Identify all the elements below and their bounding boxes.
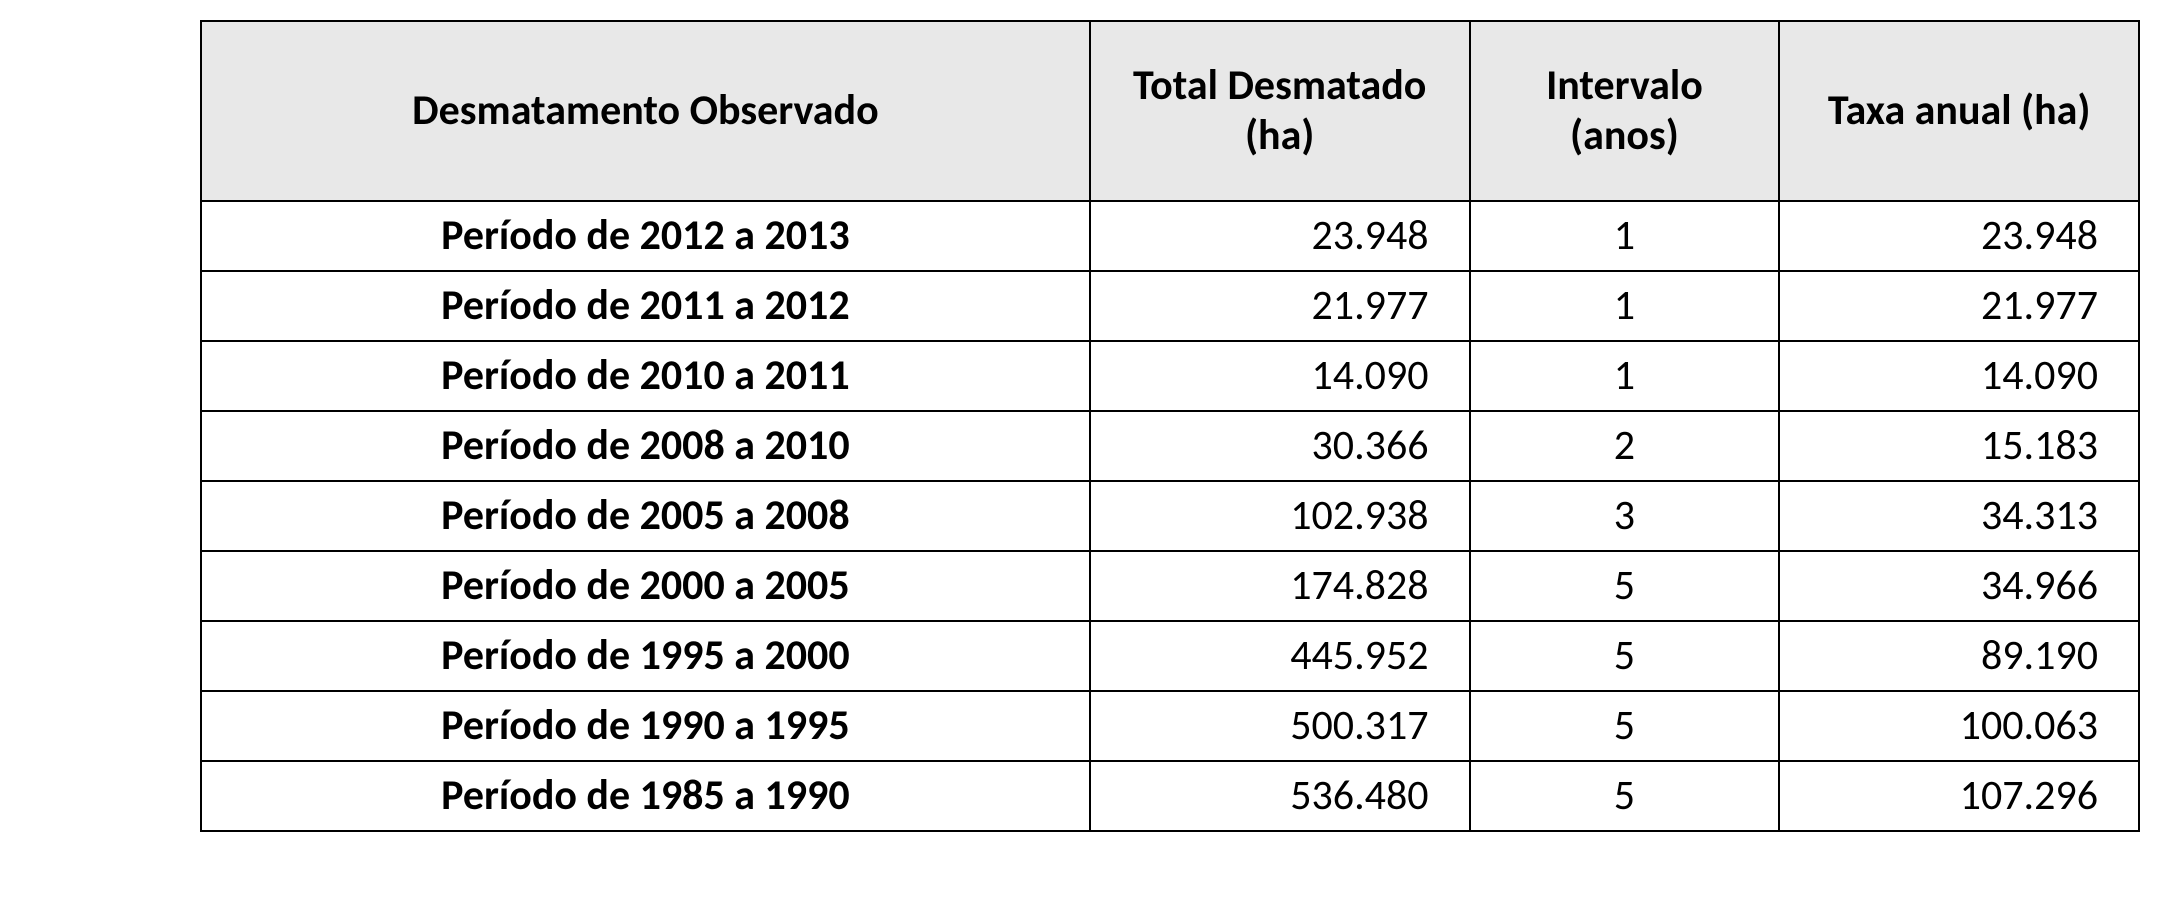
- header-rate: Taxa anual (ha): [1779, 21, 2139, 201]
- cell-rate: 21.977: [1779, 271, 2139, 341]
- cell-interval: 2: [1470, 411, 1780, 481]
- table-row: Período de 2005 a 2008 102.938 3 34.313: [201, 481, 2139, 551]
- cell-period: Período de 2005 a 2008: [201, 481, 1090, 551]
- cell-total: 174.828: [1090, 551, 1470, 621]
- cell-total: 14.090: [1090, 341, 1470, 411]
- cell-interval: 1: [1470, 271, 1780, 341]
- table-body: Período de 2012 a 2013 23.948 1 23.948 P…: [201, 201, 2139, 831]
- cell-rate: 89.190: [1779, 621, 2139, 691]
- table-header: Desmatamento Observado Total Desmatado (…: [201, 21, 2139, 201]
- cell-interval: 5: [1470, 691, 1780, 761]
- cell-rate: 15.183: [1779, 411, 2139, 481]
- cell-period: Período de 2010 a 2011: [201, 341, 1090, 411]
- header-total: Total Desmatado (ha): [1090, 21, 1470, 201]
- cell-total: 21.977: [1090, 271, 1470, 341]
- cell-interval: 5: [1470, 761, 1780, 831]
- cell-interval: 3: [1470, 481, 1780, 551]
- table-row: Período de 1985 a 1990 536.480 5 107.296: [201, 761, 2139, 831]
- cell-total: 102.938: [1090, 481, 1470, 551]
- table-row: Período de 1995 a 2000 445.952 5 89.190: [201, 621, 2139, 691]
- cell-period: Período de 1995 a 2000: [201, 621, 1090, 691]
- table-row: Período de 2012 a 2013 23.948 1 23.948: [201, 201, 2139, 271]
- cell-total: 536.480: [1090, 761, 1470, 831]
- header-period: Desmatamento Observado: [201, 21, 1090, 201]
- deforestation-table: Desmatamento Observado Total Desmatado (…: [200, 20, 2140, 832]
- cell-total: 23.948: [1090, 201, 1470, 271]
- table-row: Período de 1990 a 1995 500.317 5 100.063: [201, 691, 2139, 761]
- table-row: Período de 2010 a 2011 14.090 1 14.090: [201, 341, 2139, 411]
- cell-period: Período de 2000 a 2005: [201, 551, 1090, 621]
- cell-rate: 100.063: [1779, 691, 2139, 761]
- table-row: Período de 2000 a 2005 174.828 5 34.966: [201, 551, 2139, 621]
- cell-period: Período de 1985 a 1990: [201, 761, 1090, 831]
- cell-rate: 34.966: [1779, 551, 2139, 621]
- cell-rate: 34.313: [1779, 481, 2139, 551]
- cell-period: Período de 1990 a 1995: [201, 691, 1090, 761]
- cell-interval: 1: [1470, 201, 1780, 271]
- cell-rate: 23.948: [1779, 201, 2139, 271]
- cell-interval: 5: [1470, 621, 1780, 691]
- cell-total: 30.366: [1090, 411, 1470, 481]
- cell-total: 500.317: [1090, 691, 1470, 761]
- cell-period: Período de 2008 a 2010: [201, 411, 1090, 481]
- cell-total: 445.952: [1090, 621, 1470, 691]
- cell-interval: 1: [1470, 341, 1780, 411]
- cell-rate: 14.090: [1779, 341, 2139, 411]
- table-header-row: Desmatamento Observado Total Desmatado (…: [201, 21, 2139, 201]
- cell-rate: 107.296: [1779, 761, 2139, 831]
- table-row: Período de 2011 a 2012 21.977 1 21.977: [201, 271, 2139, 341]
- cell-interval: 5: [1470, 551, 1780, 621]
- cell-period: Período de 2011 a 2012: [201, 271, 1090, 341]
- header-interval: Intervalo (anos): [1470, 21, 1780, 201]
- table-row: Período de 2008 a 2010 30.366 2 15.183: [201, 411, 2139, 481]
- cell-period: Período de 2012 a 2013: [201, 201, 1090, 271]
